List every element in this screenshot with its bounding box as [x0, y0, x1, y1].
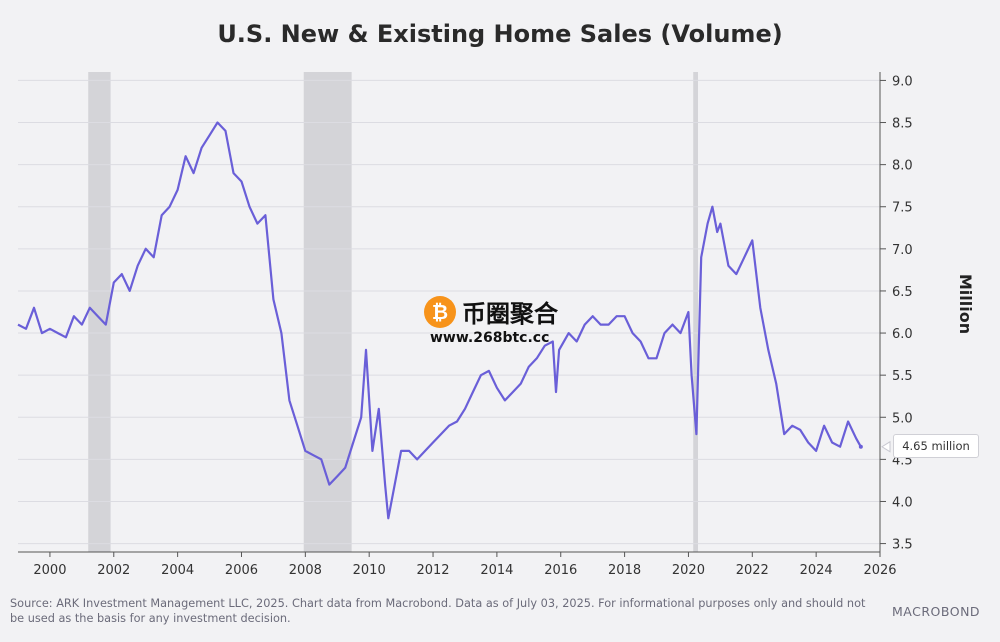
watermark-url: www.268btc.cc: [430, 330, 550, 346]
x-tick-label: 2014: [480, 563, 513, 578]
y-tick-label: 5.5: [892, 369, 913, 384]
watermark: ₿ 币圈聚合 www.268btc.cc: [422, 292, 592, 348]
x-tick-label: 2000: [33, 563, 66, 578]
x-tick-label: 2026: [863, 563, 896, 578]
recession-band: [693, 72, 699, 552]
y-axis-title: Million: [956, 274, 975, 334]
y-tick-label: 6.5: [892, 285, 913, 300]
y-tick-label: 9.0: [892, 74, 913, 89]
x-tick-label: 2010: [353, 563, 386, 578]
x-tick-label: 2002: [97, 563, 130, 578]
y-tick-label: 4.0: [892, 495, 913, 510]
watermark-name: 币圈聚合: [462, 300, 558, 328]
x-tick-label: 2024: [800, 563, 833, 578]
last-value-callout: 4.65 million: [893, 434, 979, 458]
y-tick-label: 6.0: [892, 327, 913, 342]
brand-logo: MACROBOND: [892, 604, 981, 619]
recession-band: [303, 72, 352, 552]
x-tick-label: 2018: [608, 563, 641, 578]
y-tick-label: 7.5: [892, 201, 913, 216]
callout-pointer: [881, 440, 891, 453]
recession-band: [88, 72, 111, 552]
bitcoin-icon: ₿: [424, 296, 456, 328]
y-tick-label: 3.5: [892, 538, 913, 553]
y-tick-label: 5.0: [892, 411, 913, 426]
chart-title: U.S. New & Existing Home Sales (Volume): [217, 20, 783, 48]
source-note: Source: ARK Investment Management LLC, 2…: [10, 597, 866, 625]
last-point: [858, 444, 863, 449]
y-tick-label: 7.0: [892, 243, 913, 258]
x-tick-label: 2006: [225, 563, 258, 578]
y-tick-label: 8.5: [892, 117, 913, 132]
x-tick-label: 2004: [161, 563, 194, 578]
x-tick-label: 2016: [544, 563, 577, 578]
y-tick-label: 8.0: [892, 159, 913, 174]
x-tick-label: 2012: [416, 563, 449, 578]
x-tick-label: 2008: [289, 563, 322, 578]
x-tick-label: 2022: [736, 563, 769, 578]
series-line: [17, 121, 862, 520]
x-tick-label: 2020: [672, 563, 705, 578]
